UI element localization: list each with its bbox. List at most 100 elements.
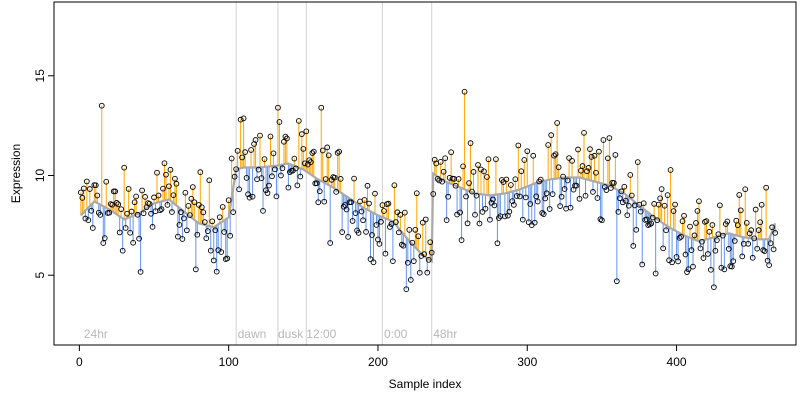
data-point [672, 201, 678, 208]
data-point [404, 259, 411, 266]
y-axis-title: Expression [9, 144, 23, 203]
data-point [766, 262, 772, 268]
data-point [227, 232, 234, 239]
data-point [246, 194, 253, 201]
data-point [318, 104, 325, 111]
data-point [355, 229, 362, 236]
data-point [128, 208, 135, 215]
data-point [130, 239, 136, 246]
data-point [425, 257, 432, 263]
data-point [593, 169, 599, 176]
data-point [294, 182, 301, 189]
data-point [630, 243, 637, 249]
data-point [534, 198, 541, 205]
data-point [457, 209, 463, 216]
y-tick-label: 10 [33, 169, 47, 183]
data-point [187, 212, 193, 218]
data-point [224, 255, 231, 262]
data-point [770, 246, 777, 253]
data-point [334, 150, 341, 156]
data-point [127, 229, 133, 236]
data-point [164, 202, 171, 208]
data-point [240, 115, 247, 122]
data-point [115, 201, 122, 208]
data-point [612, 152, 619, 158]
data-point [267, 133, 274, 140]
data-point [690, 263, 696, 270]
data-point [512, 176, 519, 183]
x-tick-label: 400 [667, 355, 687, 369]
annotation-label: 0:00 [384, 327, 408, 341]
data-point [757, 219, 764, 226]
data-point [442, 155, 449, 162]
data-point [339, 229, 345, 235]
data-point [493, 156, 499, 163]
data-point [705, 251, 711, 257]
guide-lines [235, 2, 433, 345]
data-point [188, 195, 195, 202]
data-point [602, 184, 608, 190]
data-point [731, 238, 738, 244]
data-point [530, 152, 537, 159]
data-point [434, 175, 441, 182]
data-point [618, 188, 625, 195]
data-point [566, 155, 572, 161]
data-point [667, 167, 674, 173]
data-point [242, 149, 248, 155]
data-point [367, 256, 374, 262]
data-point [436, 177, 443, 184]
data-point [742, 186, 749, 193]
data-point [519, 216, 526, 223]
data-point [685, 266, 692, 273]
data-point [118, 206, 125, 213]
data-point [249, 193, 256, 200]
data-point [745, 240, 752, 247]
data-point [149, 224, 156, 230]
data-point [605, 155, 611, 162]
data-point [194, 231, 201, 238]
data-point [421, 251, 428, 258]
data-point [509, 198, 516, 204]
data-point [363, 229, 369, 235]
data-point [278, 172, 284, 179]
data-point [576, 195, 583, 202]
data-point [611, 180, 617, 186]
data-point [761, 248, 768, 254]
data-point [503, 176, 510, 183]
data-point [343, 206, 350, 213]
data-point [390, 258, 396, 265]
data-point [78, 189, 84, 196]
data-point [237, 116, 244, 123]
data-point [300, 146, 307, 152]
data-point [245, 191, 251, 198]
data-point [466, 180, 472, 186]
data-point [746, 230, 753, 237]
data-point [221, 229, 228, 235]
data-point [360, 217, 366, 224]
data-point [136, 235, 142, 242]
data-point [133, 193, 139, 200]
data-point [155, 192, 162, 199]
data-point [721, 266, 728, 273]
data-point [407, 276, 414, 283]
data-point [89, 225, 96, 231]
data-point [445, 193, 451, 200]
data-point [236, 186, 242, 193]
data-point [693, 220, 699, 226]
data-point [708, 266, 714, 273]
data-point [192, 266, 199, 273]
data-point [658, 186, 665, 192]
data-point [678, 233, 684, 240]
data-point [418, 253, 425, 259]
data-point [410, 258, 417, 264]
data-point [416, 269, 423, 276]
data-point [585, 165, 592, 171]
data-point [266, 182, 272, 189]
data-point [422, 216, 429, 223]
data-point [522, 194, 529, 201]
data-point [699, 238, 705, 245]
data-point [412, 226, 419, 233]
data-point [469, 188, 475, 195]
data-point [481, 168, 487, 175]
data-point [361, 197, 368, 203]
